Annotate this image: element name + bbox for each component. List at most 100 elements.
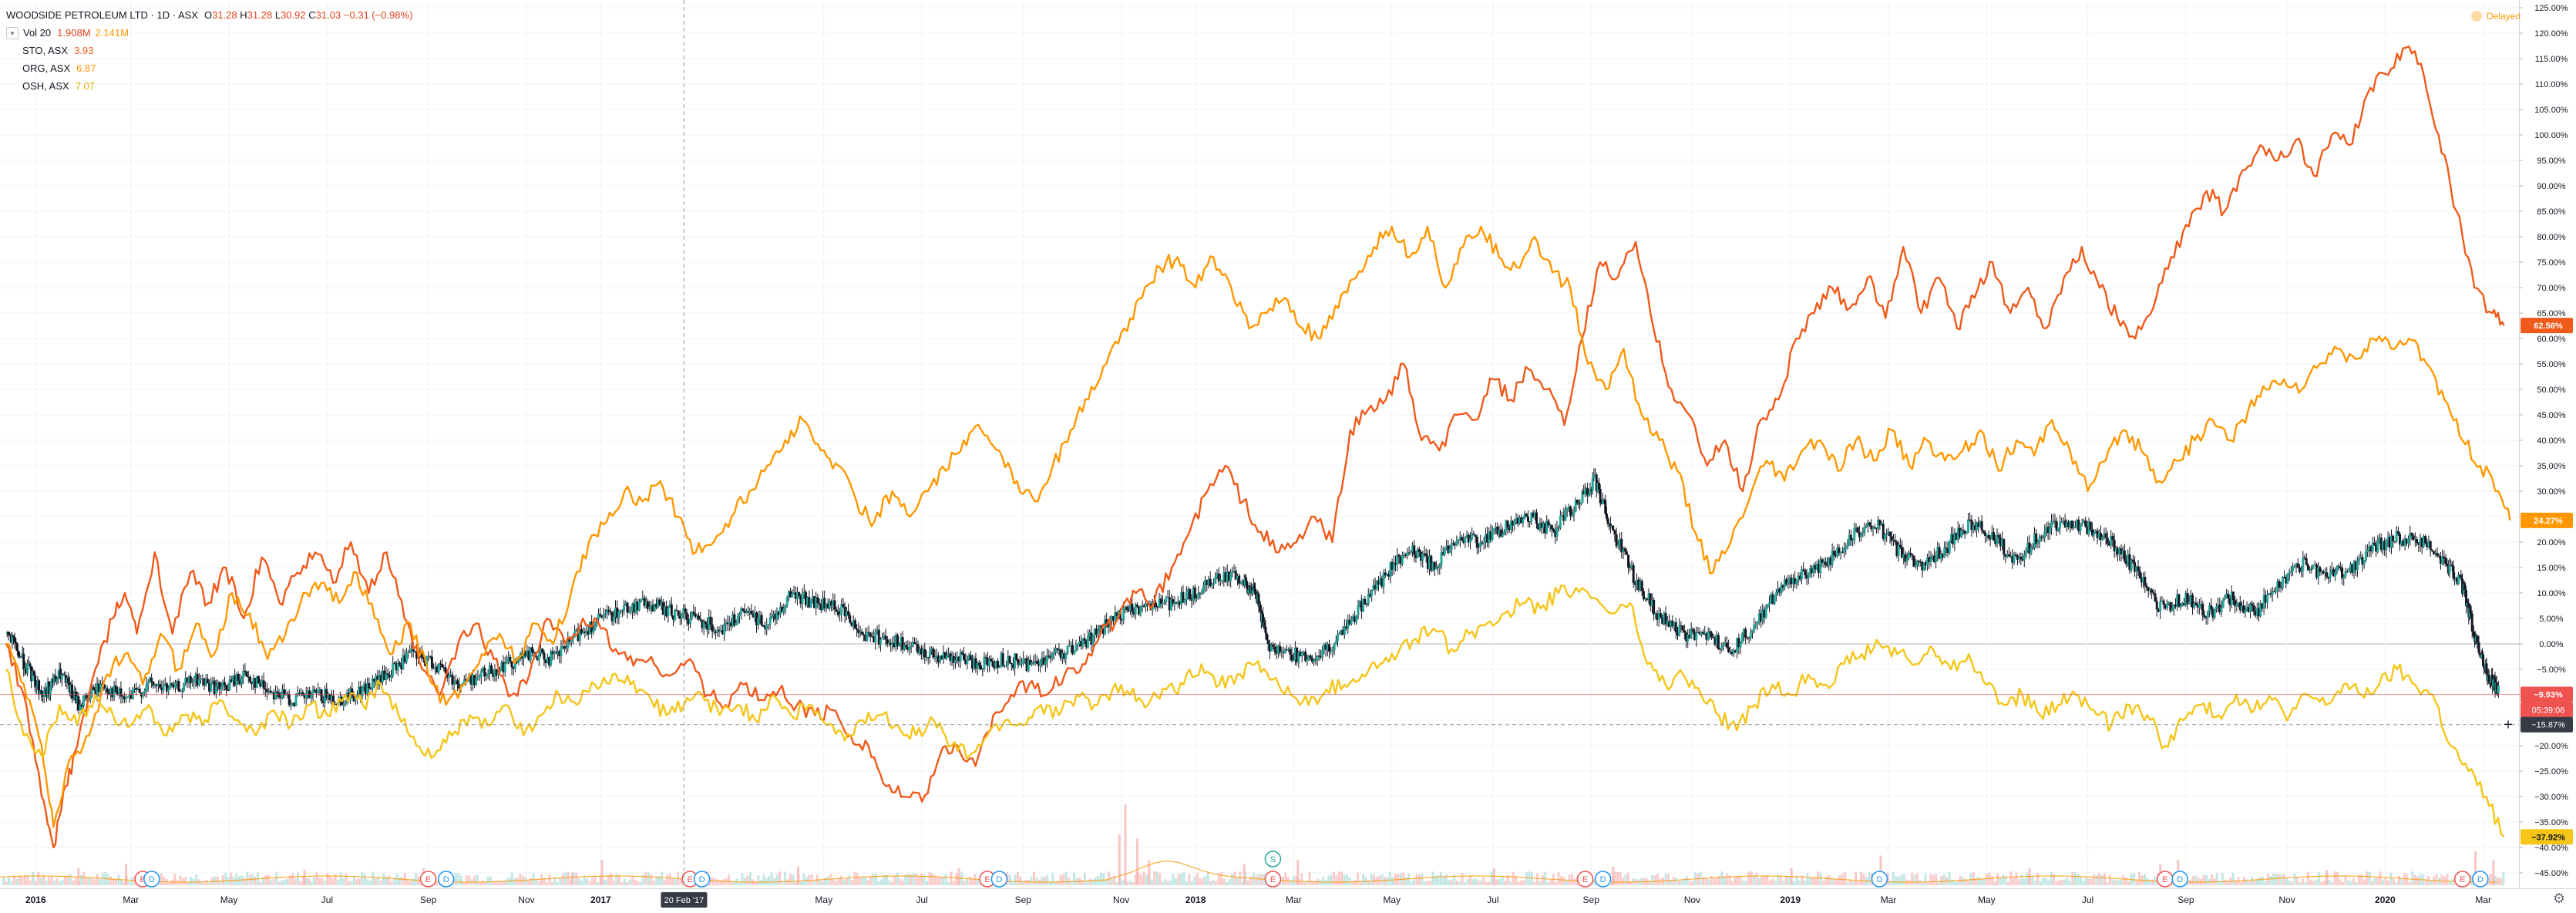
candle-body (2031, 547, 2034, 548)
volume-bar (1236, 877, 1239, 885)
volume-bar (1809, 877, 1812, 885)
candle-body (1297, 652, 1300, 662)
candle-body (964, 659, 967, 664)
candle-body (1276, 645, 1280, 654)
volume-bar (1099, 873, 1102, 885)
price-axis[interactable]: 125.00%120.00%115.00%110.00%105.00%100.0… (2519, 0, 2576, 888)
candle-body (1666, 621, 1669, 625)
volume-bar (2494, 876, 2497, 885)
volume-bar (2272, 873, 2275, 885)
volume-bar (489, 876, 493, 885)
volume-bar (1672, 877, 1675, 885)
volume-bar (1522, 880, 1525, 885)
candle-body (461, 683, 464, 685)
legend-compare-org[interactable]: ORG, ASX 6.87 (6, 59, 412, 77)
candle-body (1287, 649, 1290, 651)
symbol-title[interactable]: WOODSIDE PETROLEUM LTD · 1D · ASX (6, 8, 198, 21)
time-tick-label: Mar (1286, 894, 1302, 905)
candle-body (2238, 602, 2241, 611)
volume-bar (941, 877, 944, 885)
time-axis[interactable]: 2016 Mar May Jul Sep Nov 2017 May Jul Sep Nov 2018 M… (0, 888, 2576, 913)
delayed-badge[interactable]: Delayed (2470, 11, 2521, 22)
volume-bar (406, 879, 409, 885)
candle-body (1105, 619, 1108, 625)
volume-bar (2282, 874, 2285, 885)
volume-bar (1986, 873, 1989, 885)
volume-bar (2416, 876, 2420, 885)
event-markers[interactable]: E D E D E D E D E E D D E D E DS (134, 851, 2489, 888)
candle-body (2201, 603, 2204, 615)
candle-body (2392, 535, 2395, 541)
candle-body (1667, 621, 1670, 628)
candle-body (1804, 570, 1807, 576)
candle-body (1302, 652, 1305, 653)
event-marker-label: E (425, 875, 431, 884)
candle-body (7, 632, 10, 635)
candle-body (1083, 638, 1086, 641)
countdown-label: 05:39:06 (2532, 706, 2565, 716)
candle-body (1206, 580, 1209, 585)
volume-bar (1137, 872, 1140, 885)
candle-body (2198, 604, 2201, 608)
candle-body (994, 661, 997, 669)
volume-bar (459, 876, 462, 885)
volume-bar (1744, 881, 1747, 885)
candle-body (2056, 528, 2060, 531)
candle-body (1003, 665, 1006, 666)
candle-body (2266, 594, 2269, 603)
compare-symbol: STO, ASX (22, 44, 69, 56)
candle-body (46, 681, 49, 698)
candle-body (1244, 578, 1247, 581)
candle-body (1374, 585, 1377, 589)
volume-bar (2090, 878, 2093, 885)
volume-bar (1715, 878, 1718, 885)
candle-body (1011, 664, 1014, 669)
legend-compare-osh[interactable]: OSH, ASX 7.07 (6, 77, 412, 95)
chevron-down-icon[interactable]: ▾ (6, 26, 18, 39)
volume-bar (2315, 880, 2318, 885)
candle-body (1247, 589, 1250, 594)
candle-body (663, 606, 666, 615)
candle-body (2013, 554, 2016, 563)
candle-body (2234, 600, 2237, 607)
candle-body (962, 654, 965, 660)
volume-bar (23, 874, 26, 885)
candle-body (821, 598, 824, 610)
gear-icon[interactable]: ⚙ (2552, 891, 2565, 906)
candle-body (1523, 514, 1526, 519)
volume-bar (899, 878, 902, 885)
volume-bar (63, 877, 66, 885)
candle-body (553, 652, 556, 655)
volume-bar (1833, 878, 1836, 885)
crosshair-plus-icon: + (2503, 717, 2513, 732)
candle-body (1027, 659, 1030, 672)
candle-body (1565, 507, 1569, 510)
candle-body (859, 632, 862, 634)
volume-bar (1541, 874, 1544, 885)
candle-body (1236, 575, 1239, 580)
volume-bar (1466, 878, 1469, 885)
candle-body (413, 651, 416, 652)
price-tick-label: 10.00% (2537, 589, 2566, 598)
legend-compare-sto[interactable]: STO, ASX 3.93 (6, 42, 412, 59)
volume-bar (1621, 878, 1624, 885)
candle-body (1953, 532, 1956, 544)
volume-bar (2309, 879, 2312, 885)
candle-body (2227, 593, 2230, 599)
volume-bar (546, 881, 549, 885)
volume-bar (2204, 874, 2208, 885)
candle-body (1018, 663, 1021, 665)
volume-bar (5, 881, 8, 885)
volume-bar (955, 873, 958, 885)
candle-body (1708, 631, 1711, 633)
candle-body (1081, 638, 1085, 647)
candle-body (2289, 571, 2292, 572)
candle-body (1644, 598, 1647, 600)
candle-body (1462, 540, 1465, 543)
volume-label[interactable]: Vol 20 (23, 26, 52, 39)
volume-spike (600, 860, 604, 885)
candle-body (2007, 554, 2010, 557)
candle-body (949, 653, 952, 662)
volume-bar (2106, 881, 2109, 885)
